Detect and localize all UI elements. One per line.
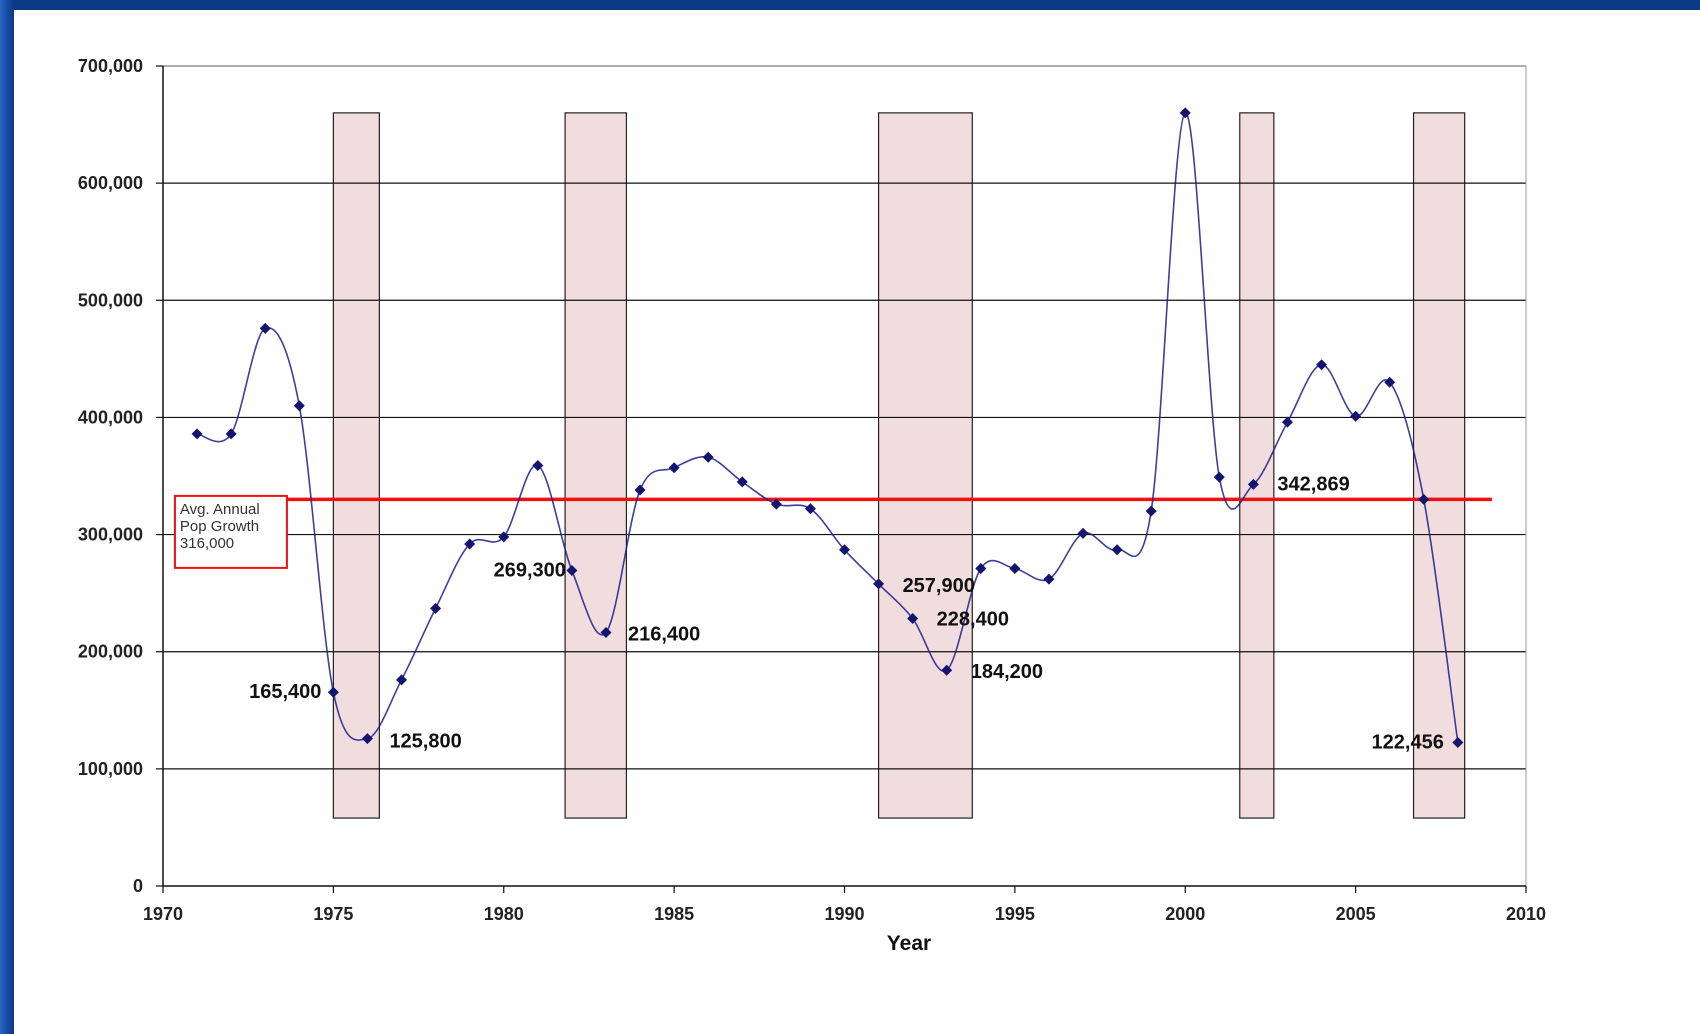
data-point-1983 [600, 627, 612, 639]
data-point-2008 [1452, 737, 1464, 749]
data-point-1976 [361, 733, 373, 745]
data-point-1977 [396, 674, 408, 686]
y-tick-label-1: 100,000 [78, 759, 143, 779]
data-point-1998 [1111, 544, 1123, 556]
data-label-2008: 122,456 [1372, 732, 1444, 754]
x-tick-label-4: 1990 [824, 904, 864, 924]
shaded-periods [332, 112, 1466, 819]
data-label-1976: 125,800 [389, 731, 461, 753]
data-point-1996 [1043, 573, 1055, 585]
average-label-line-2: Pop Growth [180, 518, 259, 535]
x-tick-label-0: 1970 [143, 904, 183, 924]
average-label-line-3: 316,000 [180, 535, 234, 552]
data-point-2003 [1281, 416, 1293, 428]
data-label-1975: 165,400 [249, 681, 321, 703]
data-point-1982 [566, 565, 578, 577]
data-point-1987 [736, 476, 748, 488]
data-point-1993 [941, 664, 953, 676]
data-point-1974 [293, 400, 305, 412]
y-tick-label-7: 700,000 [78, 56, 143, 76]
data-point-1994 [975, 563, 987, 575]
data-point-2001 [1213, 471, 1225, 483]
data-point-1991 [873, 578, 885, 590]
shaded-period-2 [564, 112, 628, 819]
average-label-box [173, 494, 288, 569]
data-point-2007 [1418, 493, 1430, 505]
shaded-period-3 [877, 112, 973, 819]
data-labels: 165,400 125,800 269,300 216,400 257,900 228,4… [249, 473, 1444, 753]
data-point-1990 [839, 544, 850, 556]
data-point-1985 [668, 462, 680, 474]
data-label-1992: 228,400 [937, 608, 1009, 630]
shaded-period-4 [1239, 112, 1275, 819]
x-tick-label-3: 1985 [654, 904, 694, 924]
y-tick-label-5: 500,000 [78, 290, 143, 310]
data-label-1991: 257,900 [903, 575, 975, 597]
average-label-line-1: Avg. Annual [180, 501, 260, 518]
data-label-2002: 342,869 [1277, 473, 1349, 495]
data-point-1980 [498, 531, 510, 543]
data-point-2004 [1316, 359, 1328, 371]
data-point-1997 [1077, 527, 1089, 539]
data-point-1972 [225, 428, 237, 440]
data-point-1984 [634, 484, 646, 496]
data-point-1992 [907, 612, 919, 624]
data-label-1983: 216,400 [628, 624, 700, 646]
y-tick-label-4: 400,000 [78, 407, 143, 427]
y-tick-label-0: 0 [133, 876, 143, 896]
x-tick-label-8: 2010 [1506, 904, 1546, 924]
axes: 0 100,000 200,000 300,000 400,000 500,000 600,… [78, 56, 1546, 924]
data-point-2006 [1384, 376, 1396, 388]
shaded-period-1 [332, 112, 380, 819]
data-label-1993: 184,200 [971, 661, 1043, 683]
data-point-2005 [1350, 410, 1362, 422]
x-tick-label-2: 1980 [484, 904, 524, 924]
series-group [191, 107, 1464, 749]
data-point-1971 [191, 428, 203, 440]
x-axis-title: Year [887, 932, 931, 955]
data-point-1979 [464, 538, 476, 550]
data-point-2002 [1247, 478, 1259, 490]
y-tick-label-2: 200,000 [78, 642, 143, 662]
y-tick-label-3: 300,000 [78, 525, 143, 545]
data-point-1988 [770, 498, 782, 510]
x-tick-label-5: 1995 [995, 904, 1035, 924]
data-point-1989 [804, 503, 816, 515]
data-point-1975 [327, 686, 339, 698]
data-point-1978 [430, 602, 442, 614]
data-point-1995 [1009, 563, 1021, 575]
data-point-2000 [1179, 107, 1191, 119]
data-point-1981 [532, 459, 544, 471]
data-point-1999 [1145, 505, 1157, 517]
data-label-1982: 269,300 [494, 560, 566, 582]
population-growth-chart: 0 100,000 200,000 300,000 400,000 500,000 600,… [78, 56, 1546, 955]
data-point-1973 [259, 322, 271, 334]
shaded-period-5 [1412, 112, 1466, 819]
data-point-1986 [702, 451, 714, 463]
y-tick-label-6: 600,000 [78, 173, 143, 193]
x-tick-label-1: 1975 [313, 904, 353, 924]
x-tick-label-7: 2005 [1336, 904, 1376, 924]
x-tick-label-6: 2000 [1165, 904, 1205, 924]
chart-panel: 0 100,000 200,000 300,000 400,000 500,000 600,… [14, 10, 1700, 1034]
